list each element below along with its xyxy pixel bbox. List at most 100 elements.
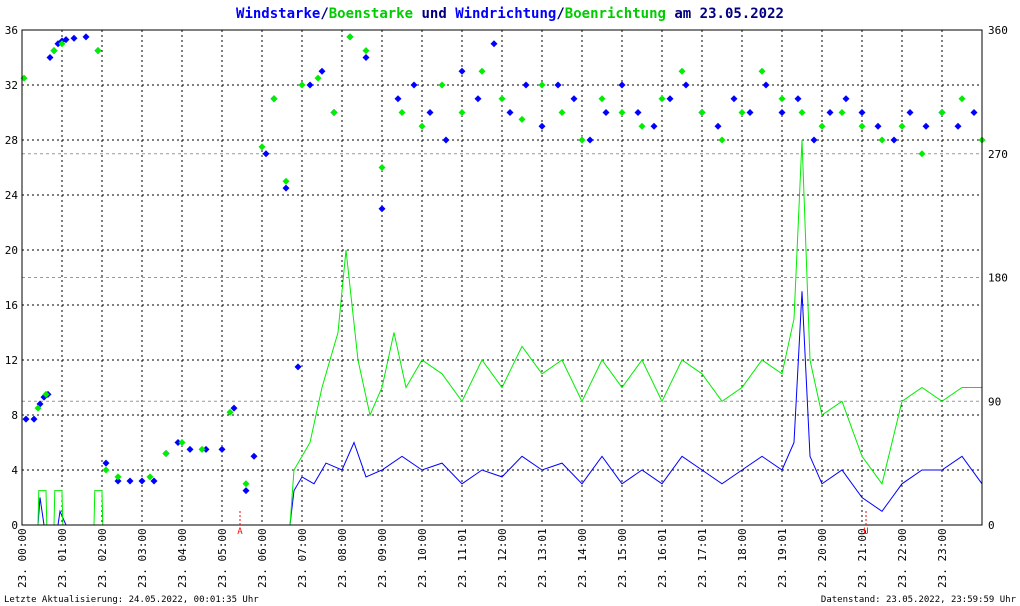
series-2-point-21 (202, 445, 210, 453)
x-tick-label-21: 23. 21:00 (856, 528, 869, 588)
series-2-point-17 (150, 477, 158, 485)
series-3-point-48 (898, 122, 906, 130)
series-2-point-42 (490, 40, 498, 48)
series-3-point-36 (658, 95, 666, 103)
series-2-point-5 (46, 54, 54, 61)
y-left-tick-label-3: 12 (5, 354, 18, 367)
series-3-point-34 (618, 109, 626, 116)
series-2-point-47 (570, 95, 578, 103)
series-2-point-13 (102, 459, 110, 467)
series-3-point-33 (598, 95, 606, 103)
series-2-point-41 (474, 95, 482, 103)
series-3-point-27 (478, 67, 486, 75)
series-3-point-17 (298, 81, 306, 89)
series-3-point-49 (918, 150, 926, 158)
series-2-point-71 (954, 122, 962, 130)
series-2-point-19 (174, 439, 182, 446)
title-part-2: Boenstarke (329, 6, 413, 22)
y-right-tick-label-2: 180 (988, 272, 1008, 285)
series-3-point-20 (346, 33, 354, 41)
x-tick-label-11: 23. 11:01 (456, 528, 469, 588)
series-3-point-16 (282, 177, 290, 185)
series-3-point-6 (102, 466, 110, 474)
series-2-point-31 (318, 67, 326, 75)
title-part-6: Boenrichtung (565, 6, 666, 22)
x-tick-label-19: 23. 19:01 (776, 528, 789, 588)
series-3-point-37 (678, 67, 686, 75)
series-3-point-32 (578, 136, 586, 144)
series-line-0 (22, 291, 983, 526)
series-2-point-61 (794, 95, 802, 103)
series-2-point-68 (906, 109, 914, 116)
series-2-point-15 (126, 477, 134, 485)
x-tick-label-1: 23. 01:00 (56, 528, 69, 588)
series-3-point-28 (498, 95, 506, 103)
series-3-point-25 (438, 81, 446, 89)
x-tick-label-23: 23. 23:00 (936, 528, 949, 588)
series-2-point-37 (410, 81, 418, 89)
series-2-point-44 (522, 81, 530, 89)
series-2-point-65 (858, 109, 866, 116)
title-part-4: Windrichtung (455, 6, 556, 22)
series-3-point-1 (34, 404, 42, 412)
series-2-point-43 (506, 109, 514, 116)
x-tick-label-18: 23. 18:00 (736, 528, 749, 588)
series-2-point-25 (250, 452, 258, 460)
footer-left: Letzte Aktualisierung: 24.05.2022, 00:01… (4, 595, 259, 605)
series-2-point-62 (810, 136, 818, 144)
series-2-point-46 (554, 81, 562, 89)
series-2-point-24 (242, 487, 250, 495)
x-tick-label-6: 23. 06:00 (256, 528, 269, 588)
series-2-point-1 (30, 415, 38, 423)
x-tick-label-0: 23. 00:00 (16, 528, 29, 588)
series-layer (20, 33, 986, 526)
plot-frame (21, 29, 983, 526)
series-2-point-57 (730, 95, 738, 103)
y-left-tick-label-7: 28 (5, 134, 18, 147)
grid (22, 30, 982, 525)
series-3-point-9 (162, 450, 170, 457)
series-3-point-35 (638, 122, 646, 130)
series-3-point-30 (538, 81, 546, 89)
y-left-tick-label-4: 16 (5, 299, 18, 312)
y-left-tick-label-1: 4 (11, 464, 18, 477)
series-3-point-39 (718, 136, 726, 144)
x-tick-label-20: 23. 20:00 (816, 528, 829, 588)
x-tick-label-22: 23. 22:00 (896, 528, 909, 588)
series-2-point-69 (922, 122, 930, 130)
series-3-point-41 (758, 67, 766, 75)
series-2-point-45 (538, 122, 546, 130)
series-3-point-14 (258, 143, 266, 151)
series-3-point-4 (58, 40, 66, 48)
series-3-point-3 (50, 47, 58, 55)
y-right-tick-label-1: 90 (988, 395, 1001, 408)
series-2-point-9 (62, 36, 70, 44)
series-2-point-67 (890, 136, 898, 144)
series-3-point-18 (314, 74, 322, 82)
y-right-ticks: 0 90 180 270 360 (988, 24, 1008, 532)
series-3-point-11 (198, 445, 206, 453)
series-3-point-31 (558, 109, 566, 116)
series-3-point-12 (226, 408, 234, 416)
x-tick-label-9: 23. 09:00 (376, 528, 389, 588)
series-2-point-56 (714, 122, 722, 130)
series-2-point-64 (842, 95, 850, 103)
series-2-point-0 (22, 415, 30, 423)
y-left-tick-label-6: 24 (5, 189, 19, 202)
x-tick-label-13: 23. 13:01 (536, 528, 549, 588)
x-tick-label-16: 23. 16:01 (656, 528, 669, 588)
title-part-0: Windstarke (236, 6, 320, 22)
series-2-point-22 (218, 445, 226, 453)
series-2-point-39 (442, 136, 450, 144)
series-3-point-40 (738, 109, 746, 116)
x-tick-label-7: 23. 07:00 (296, 528, 309, 588)
series-2-point-40 (458, 67, 466, 75)
x-tick-label-10: 23. 10:00 (416, 528, 429, 588)
series-2-point-52 (650, 122, 658, 130)
series-2-point-54 (682, 81, 690, 89)
series-3-point-47 (878, 136, 886, 144)
series-2-point-50 (618, 81, 626, 89)
series-3-point-10 (178, 439, 186, 446)
